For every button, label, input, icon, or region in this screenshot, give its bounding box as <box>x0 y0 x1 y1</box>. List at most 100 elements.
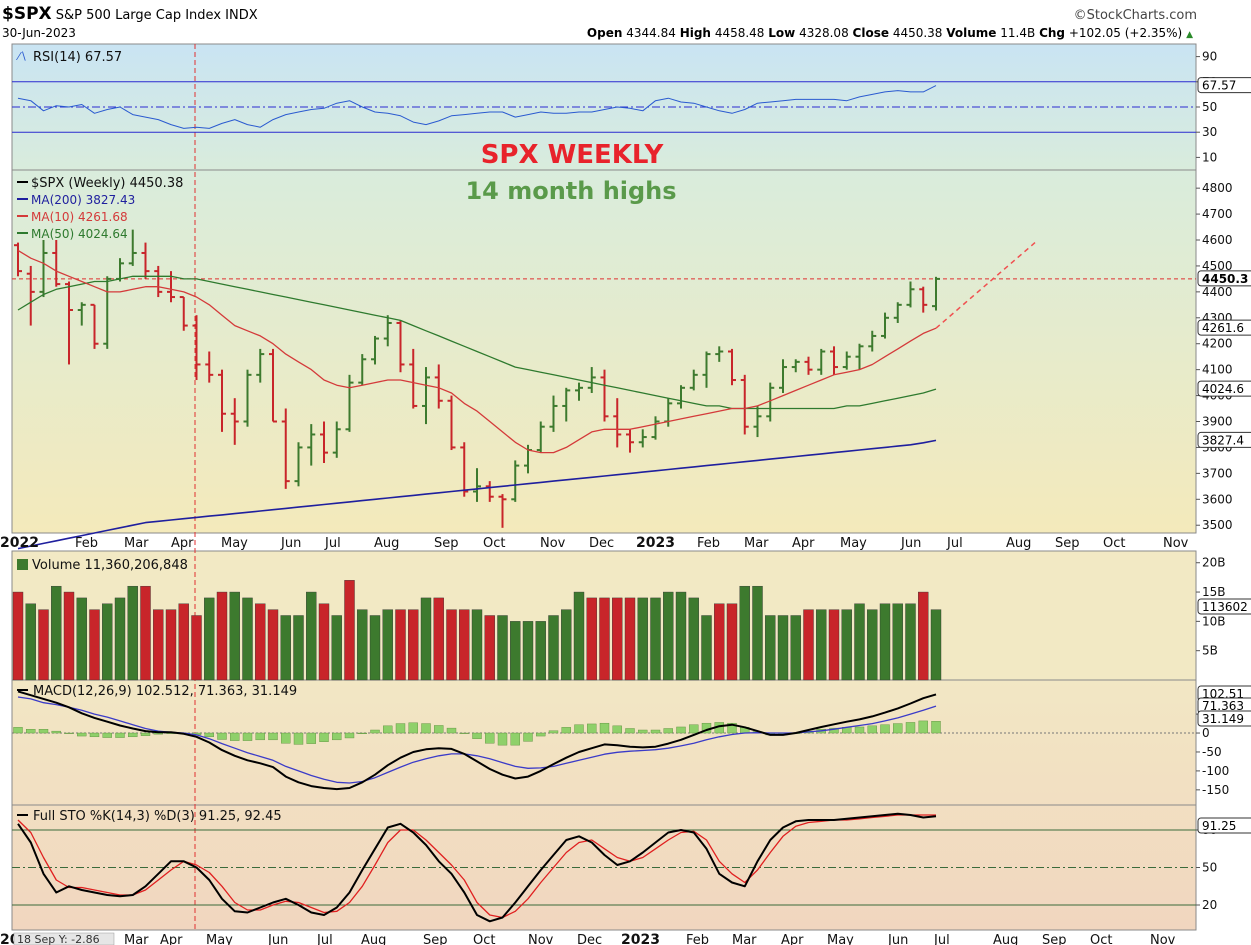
volume-bar <box>535 621 546 681</box>
price-bar <box>881 312 889 339</box>
price-bar <box>855 343 864 370</box>
volume-bar <box>408 609 419 681</box>
x-axis-label: Jun <box>280 536 301 551</box>
ma10-last-tag: 4261.6 <box>1202 321 1244 335</box>
volume-last-tag: 113602 <box>1202 600 1248 614</box>
crosshair-note: 18 Sep Y: -2.86 <box>17 933 100 945</box>
volume-bar <box>420 597 432 681</box>
volume-bar <box>599 597 610 681</box>
price-bar <box>383 315 392 347</box>
price-bar <box>358 354 367 386</box>
bottom-axis-label: Jun <box>267 933 288 945</box>
close-label: Close <box>852 26 889 40</box>
price-bar <box>753 405 762 438</box>
price-bar <box>473 468 481 502</box>
volume-bar <box>548 615 559 681</box>
volume-bar <box>127 585 138 681</box>
macd-histogram-bar <box>383 725 393 734</box>
macd-histogram-bar <box>204 732 214 738</box>
x-axis-label: Oct <box>483 536 505 551</box>
macd-histogram-bar <box>638 729 648 734</box>
macd-histogram-bar <box>357 732 367 734</box>
price-bar <box>26 265 35 326</box>
macd-histogram-bar <box>905 722 916 734</box>
price-bar <box>702 351 711 388</box>
volume-bar <box>369 615 381 681</box>
volume-bar <box>650 597 661 681</box>
macd-histogram-bar <box>64 732 74 734</box>
annotation-subtitle: 14 month highs <box>465 177 676 205</box>
volume-bar <box>484 615 495 681</box>
price-bar <box>103 276 112 349</box>
price-bar <box>77 302 86 326</box>
price-bar <box>868 330 877 352</box>
rsi-last-tag-box <box>1197 77 1251 94</box>
macd-legend: MACD(12,26,9) 102.512, 71.363, 31.149 <box>33 684 297 699</box>
ma200-last-tag-box <box>1197 431 1251 448</box>
volume-bar <box>12 591 24 681</box>
x-axis-label: Jun <box>900 536 921 551</box>
volume-last-tag-box <box>1197 598 1251 615</box>
ma200-line <box>17 439 937 550</box>
volume-bar <box>612 597 623 681</box>
annotation-title: SPX WEEKLY <box>481 140 665 170</box>
bottom-axis-label: Jul <box>316 933 333 945</box>
volume-bar <box>229 591 240 681</box>
bottom-axis-label: Oct <box>473 933 495 945</box>
price-bar <box>791 359 800 373</box>
x-axis-label: Mar <box>744 536 769 551</box>
x-axis-label: Apr <box>792 536 815 551</box>
macd-histogram-bar <box>893 723 903 734</box>
volume-bar <box>446 609 457 681</box>
volume-bar <box>344 580 355 681</box>
ohlc-line: Open 4344.84 High 4458.48 Low 4328.08 Cl… <box>587 26 1193 40</box>
low-value: 4328.08 <box>799 26 849 40</box>
x-axis-label: Aug <box>374 536 399 551</box>
volume-bar <box>561 609 572 681</box>
rsi-last-tag: 67.57 <box>1202 79 1236 93</box>
chg-value: +102.05 (+2.35%) <box>1068 26 1183 40</box>
volume-bar <box>153 609 164 681</box>
price-bar <box>817 348 826 375</box>
volume-bar <box>624 597 636 681</box>
volume-bar <box>204 597 215 681</box>
volume-bar <box>688 597 699 681</box>
price-bar <box>842 351 851 370</box>
symbol: $SPX <box>2 4 52 24</box>
x-axis-label: Mar <box>124 536 149 551</box>
volume-bar <box>930 609 942 681</box>
macd-histogram-bar <box>332 732 342 741</box>
x-axis-label: May <box>221 536 248 551</box>
volume-legend-icon <box>17 559 28 570</box>
rsi-tick-label: 50 <box>1202 100 1217 114</box>
price-tick-label: 3900 <box>1202 415 1233 429</box>
high-label: High <box>679 26 711 40</box>
panel-border-price <box>11 169 1197 534</box>
macd-histogram-bar <box>421 723 431 734</box>
macd-histogram-bar <box>446 727 457 734</box>
price-legend-entry: $SPX (Weekly) 4450.38 <box>31 176 183 191</box>
macd-histogram-bar <box>344 732 355 739</box>
macd-tick-label: -100 <box>1202 764 1229 778</box>
volume-bar <box>892 603 903 681</box>
macd-histogram-bar <box>89 732 100 738</box>
macd-histogram-bar <box>26 729 36 734</box>
macd-histogram-bar <box>918 720 928 734</box>
volume-tick-label: 20B <box>1202 556 1226 570</box>
bottom-axis-label: Dec <box>577 933 602 945</box>
price-tick-label: 4800 <box>1202 181 1233 195</box>
price-bar <box>128 229 137 266</box>
macd-histogram-bar <box>306 732 316 744</box>
x-axis-label: Sep <box>1055 536 1080 551</box>
price-bar <box>715 346 724 362</box>
open-label: Open <box>586 26 623 40</box>
bottom-axis-label: Mar <box>732 933 757 945</box>
price-legend-entry: MA(200) 3827.43 <box>31 193 135 207</box>
volume-bar <box>675 591 687 681</box>
price-bar <box>230 398 239 445</box>
macd-histogram-bar <box>612 725 622 734</box>
macd-histogram-bar <box>293 732 304 745</box>
macd-histogram-bar <box>472 732 482 739</box>
volume-bar <box>701 615 712 681</box>
